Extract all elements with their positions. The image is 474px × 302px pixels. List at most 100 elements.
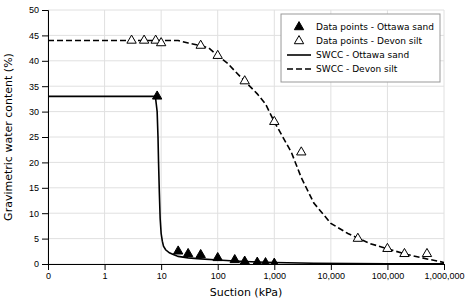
grid-line (48, 213, 444, 214)
data-point (253, 257, 262, 264)
data-point (213, 252, 222, 260)
point-series (127, 35, 432, 256)
x-tick: 1 (103, 264, 108, 281)
y-tick-label: 10 (29, 209, 39, 219)
y-tick: 15 (29, 183, 48, 193)
marks (48, 35, 444, 264)
y-tick-label: 25 (29, 132, 39, 142)
y-tick-mark (42, 188, 48, 189)
legend-symbol (287, 54, 311, 56)
legend: Data points - Ottawa sand Data points - D… (281, 14, 440, 82)
x-tick: 100,000 (372, 264, 405, 281)
legend-label: SWCC - Ottawa sand (316, 50, 409, 60)
y-tick-mark (42, 213, 48, 214)
chart: 0 1 10 100 1,000 10,000 100,000 1,000,000 0 5 10 15… (0, 0, 474, 302)
data-point (183, 248, 192, 256)
x-tick-mark (331, 264, 332, 270)
x-tick-label: 0 (46, 271, 51, 281)
grid-line (48, 162, 444, 163)
legend-symbol (294, 22, 303, 30)
y-tick-label: 35 (29, 82, 39, 92)
x-axis: 0 1 10 100 1,000 10,000 100,000 1,000,000 (46, 264, 465, 281)
y-tick-label: 20 (29, 158, 39, 168)
y-axis-line (42, 11, 49, 265)
legend-item: Data points - Ottawa sand (294, 22, 434, 33)
legend-label: Data points - Devon silt (316, 36, 423, 46)
data-point (230, 255, 239, 263)
y-axis-title: Gravimetric water content (%) (2, 53, 15, 221)
y-tick-mark (42, 239, 48, 240)
y-tick-mark (42, 10, 48, 11)
data-point (152, 91, 161, 99)
data-point (127, 35, 136, 43)
legend-item: SWCC - Ottawa sand (287, 50, 409, 60)
legend-frame (281, 14, 440, 82)
x-axis-line (49, 265, 445, 271)
y-tick-label: 0 (34, 259, 39, 269)
data-point (270, 116, 279, 124)
data-point (400, 248, 409, 256)
y-tick-mark (42, 112, 48, 113)
x-tick: 10,000 (318, 264, 346, 281)
x-tick-mark (274, 264, 275, 270)
y-tick: 0 (34, 259, 48, 269)
x-axis-title: Suction (kPa) (210, 286, 282, 299)
y-tick-label: 45 (29, 31, 39, 41)
x-tick-label: 100 (211, 271, 226, 281)
data-point (173, 246, 182, 254)
legend-label: SWCC - Devon silt (316, 64, 398, 74)
x-tick-label: 1 (103, 271, 108, 281)
y-tick: 35 (29, 82, 48, 92)
legend-symbol (294, 36, 303, 44)
y-tick-mark (42, 264, 48, 265)
grid-line (48, 111, 444, 112)
x-tick-label: 1,000 (264, 271, 287, 281)
data-point (196, 40, 205, 48)
grid-line (48, 238, 444, 239)
y-tick: 5 (34, 234, 48, 244)
legend-label: Data points - Ottawa sand (316, 22, 434, 32)
y-tick-label: 30 (29, 107, 39, 117)
x-tick-mark (387, 264, 388, 270)
data-point (261, 258, 270, 264)
grid-line (48, 187, 444, 188)
data-point (270, 258, 279, 264)
data-point (196, 249, 205, 257)
y-tick: 45 (29, 31, 48, 41)
data-point (156, 38, 165, 46)
x-tick: 100 (211, 264, 226, 281)
y-tick: 25 (29, 132, 48, 142)
legend-item: Data points - Devon silt (294, 36, 422, 47)
y-tick: 30 (29, 107, 48, 117)
x-tick: 1,000,000 (424, 264, 464, 281)
data-point (139, 35, 148, 43)
grid (48, 10, 444, 264)
x-tick-label: 10,000 (318, 271, 346, 281)
x-tick-mark (105, 264, 106, 270)
y-tick-mark (42, 61, 48, 62)
y-tick-mark (42, 162, 48, 163)
y-tick: 20 (29, 158, 48, 168)
y-tick-mark (42, 137, 48, 138)
x-tick-label: 10 (157, 271, 167, 281)
grid-line (48, 86, 444, 87)
data-point (353, 233, 362, 241)
grid-line (48, 137, 444, 138)
point-series (152, 91, 279, 264)
x-tick-mark (218, 264, 219, 270)
y-tick-mark (42, 35, 48, 36)
legend-symbol (287, 68, 311, 70)
x-tick: 1,000 (264, 264, 287, 281)
data-point (297, 147, 306, 155)
grid-line (48, 10, 444, 11)
y-tick-label: 40 (29, 56, 39, 66)
data-point (240, 256, 249, 264)
series-line (48, 40, 444, 262)
x-tick-mark (444, 264, 445, 270)
y-tick: 10 (29, 209, 48, 219)
data-point (213, 50, 222, 58)
plot-area: 0 1 10 100 1,000 10,000 100,000 1,000,000 0 5 10 15… (29, 5, 465, 281)
y-tick: 40 (29, 56, 48, 66)
x-tick-label: 1,000,000 (424, 271, 464, 281)
x-tick-mark (161, 264, 162, 270)
